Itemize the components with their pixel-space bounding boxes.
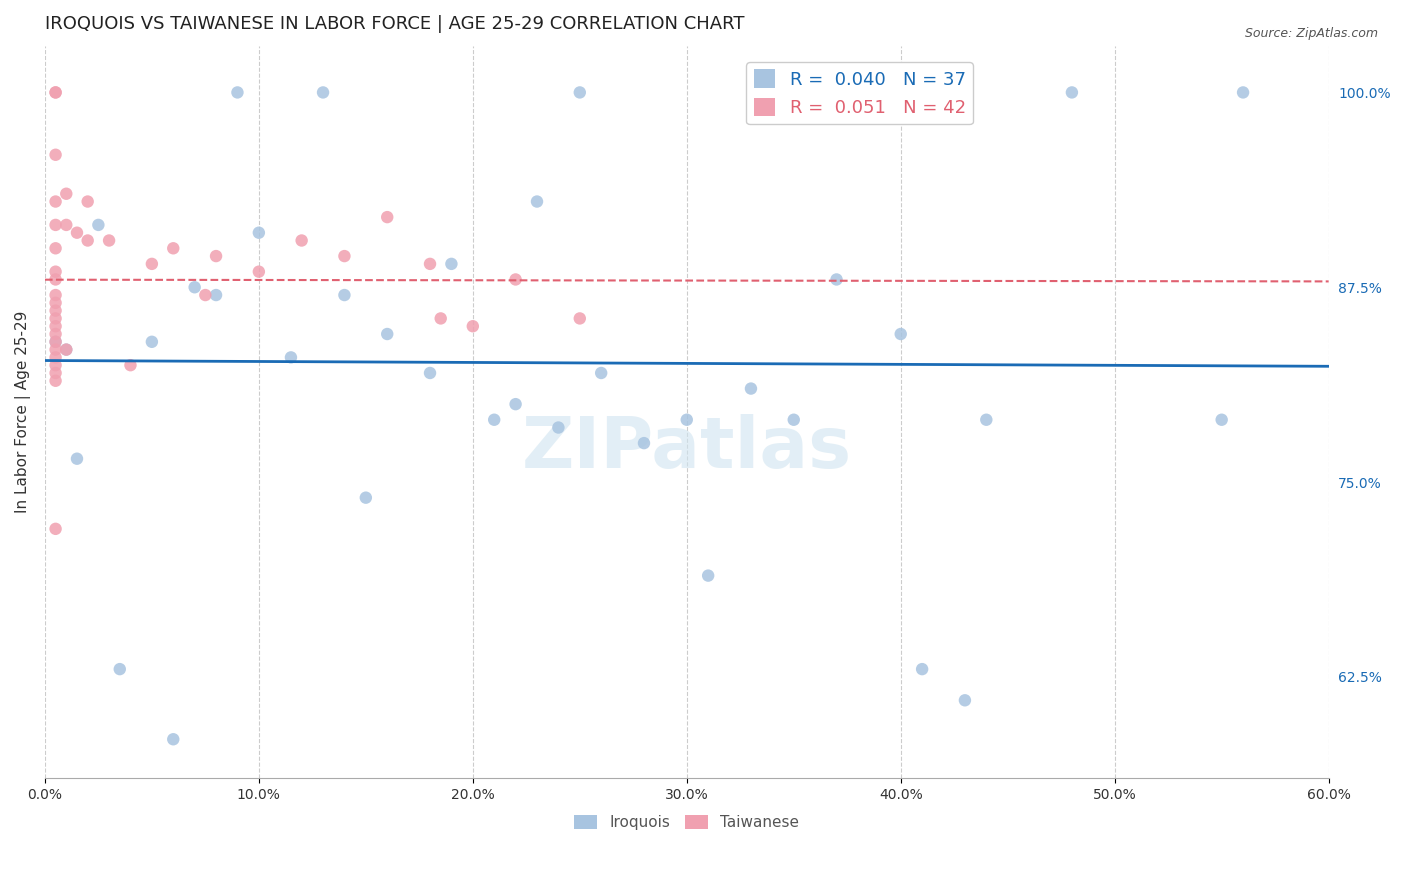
Text: IROQUOIS VS TAIWANESE IN LABOR FORCE | AGE 25-29 CORRELATION CHART: IROQUOIS VS TAIWANESE IN LABOR FORCE | A…	[45, 15, 744, 33]
Iroquois	[505, 397, 527, 411]
Iroquois	[440, 257, 463, 271]
Iroquois	[740, 382, 762, 396]
Taiwanese	[45, 148, 67, 162]
Taiwanese	[45, 374, 67, 388]
Taiwanese	[76, 194, 98, 209]
Taiwanese	[45, 303, 67, 318]
Iroquois	[66, 451, 89, 466]
Iroquois	[976, 413, 998, 427]
Taiwanese	[45, 326, 67, 341]
Legend: Iroquois, Taiwanese: Iroquois, Taiwanese	[568, 809, 806, 837]
Iroquois	[333, 288, 356, 302]
Taiwanese	[45, 358, 67, 372]
Taiwanese	[205, 249, 228, 263]
Taiwanese	[461, 319, 484, 334]
Taiwanese	[55, 186, 77, 201]
Iroquois	[591, 366, 613, 380]
Iroquois	[526, 194, 548, 209]
Iroquois	[697, 568, 720, 582]
Taiwanese	[45, 241, 67, 255]
Iroquois	[1211, 413, 1233, 427]
Iroquois	[183, 280, 205, 294]
Iroquois	[825, 272, 848, 286]
Y-axis label: In Labor Force | Age 25-29: In Labor Force | Age 25-29	[15, 310, 31, 513]
Taiwanese	[45, 334, 67, 349]
Iroquois	[953, 693, 976, 707]
Iroquois	[280, 351, 302, 365]
Taiwanese	[247, 265, 270, 279]
Iroquois	[375, 326, 398, 341]
Iroquois	[482, 413, 505, 427]
Iroquois	[633, 436, 655, 450]
Iroquois	[568, 86, 591, 100]
Taiwanese	[162, 241, 184, 255]
Taiwanese	[45, 296, 67, 310]
Text: ZIPatlas: ZIPatlas	[522, 414, 852, 483]
Taiwanese	[120, 358, 142, 372]
Iroquois	[547, 420, 569, 434]
Iroquois	[205, 288, 228, 302]
Taiwanese	[66, 226, 89, 240]
Taiwanese	[98, 234, 121, 248]
Taiwanese	[505, 272, 527, 286]
Taiwanese	[429, 311, 451, 326]
Taiwanese	[141, 257, 163, 271]
Text: Source: ZipAtlas.com: Source: ZipAtlas.com	[1244, 27, 1378, 40]
Iroquois	[1060, 86, 1083, 100]
Taiwanese	[45, 86, 67, 100]
Taiwanese	[45, 319, 67, 334]
Iroquois	[783, 413, 806, 427]
Taiwanese	[45, 86, 67, 100]
Taiwanese	[55, 343, 77, 357]
Iroquois	[419, 366, 441, 380]
Taiwanese	[568, 311, 591, 326]
Iroquois	[1232, 86, 1254, 100]
Taiwanese	[55, 218, 77, 232]
Iroquois	[108, 662, 131, 676]
Taiwanese	[419, 257, 441, 271]
Iroquois	[911, 662, 934, 676]
Iroquois	[354, 491, 377, 505]
Iroquois	[890, 326, 912, 341]
Taiwanese	[45, 272, 67, 286]
Taiwanese	[291, 234, 314, 248]
Taiwanese	[45, 351, 67, 365]
Taiwanese	[45, 194, 67, 209]
Iroquois	[55, 343, 77, 357]
Taiwanese	[375, 210, 398, 224]
Iroquois	[141, 334, 163, 349]
Taiwanese	[194, 288, 217, 302]
Taiwanese	[45, 366, 67, 380]
Iroquois	[312, 86, 335, 100]
Iroquois	[226, 86, 249, 100]
Iroquois	[87, 218, 110, 232]
Iroquois	[675, 413, 697, 427]
Iroquois	[45, 334, 67, 349]
Iroquois	[162, 732, 184, 747]
Taiwanese	[45, 343, 67, 357]
Taiwanese	[45, 218, 67, 232]
Taiwanese	[45, 288, 67, 302]
Taiwanese	[333, 249, 356, 263]
Taiwanese	[45, 311, 67, 326]
Iroquois	[247, 226, 270, 240]
Taiwanese	[76, 234, 98, 248]
Taiwanese	[45, 522, 67, 536]
Taiwanese	[45, 265, 67, 279]
